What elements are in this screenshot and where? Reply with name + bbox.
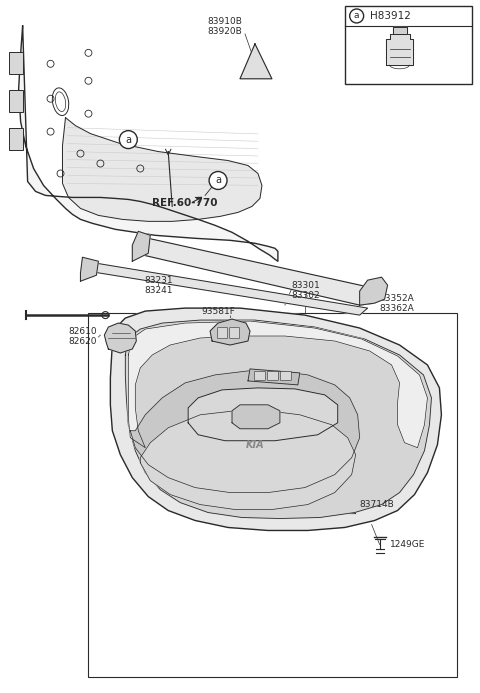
Text: 83352A: 83352A [380,294,414,303]
Text: REF.60-770: REF.60-770 [152,198,218,209]
FancyBboxPatch shape [254,371,265,380]
Text: a: a [215,175,221,186]
Text: H83912: H83912 [370,11,410,21]
Text: KIA: KIA [246,440,264,450]
Text: 82610: 82610 [69,326,97,335]
Polygon shape [135,238,378,305]
FancyBboxPatch shape [9,128,23,150]
Polygon shape [188,388,338,441]
Polygon shape [385,34,413,65]
Text: 83301: 83301 [292,281,321,290]
Text: 83362A: 83362A [380,304,414,313]
Polygon shape [19,26,278,261]
Polygon shape [248,369,300,385]
Text: a: a [354,12,360,21]
Text: 1249GE: 1249GE [390,540,425,549]
Polygon shape [110,308,442,530]
Text: 93581F: 93581F [201,306,235,315]
Polygon shape [130,371,360,493]
Polygon shape [104,323,136,353]
Circle shape [209,171,227,189]
Text: 83231: 83231 [144,276,172,285]
Text: 83714B: 83714B [360,500,395,509]
Text: 83302: 83302 [292,290,321,299]
FancyBboxPatch shape [267,371,278,380]
Text: 83241: 83241 [144,286,172,295]
Polygon shape [128,321,428,448]
Circle shape [120,130,137,148]
Polygon shape [240,44,272,79]
FancyBboxPatch shape [9,90,23,112]
Polygon shape [210,319,250,345]
Polygon shape [360,277,387,305]
FancyBboxPatch shape [217,328,228,338]
FancyBboxPatch shape [280,371,291,380]
Polygon shape [393,27,407,34]
Text: a: a [125,134,132,145]
Text: 83910B: 83910B [208,17,242,26]
Text: 83920B: 83920B [208,28,242,37]
FancyBboxPatch shape [9,52,23,73]
Polygon shape [81,257,98,281]
Bar [345,6,472,84]
Polygon shape [232,405,280,429]
Bar [88,313,457,677]
Text: 82620: 82620 [69,337,97,346]
Polygon shape [88,263,368,315]
Polygon shape [125,320,432,518]
FancyBboxPatch shape [229,328,240,338]
Polygon shape [62,118,262,221]
Polygon shape [140,411,356,509]
Polygon shape [132,231,150,261]
